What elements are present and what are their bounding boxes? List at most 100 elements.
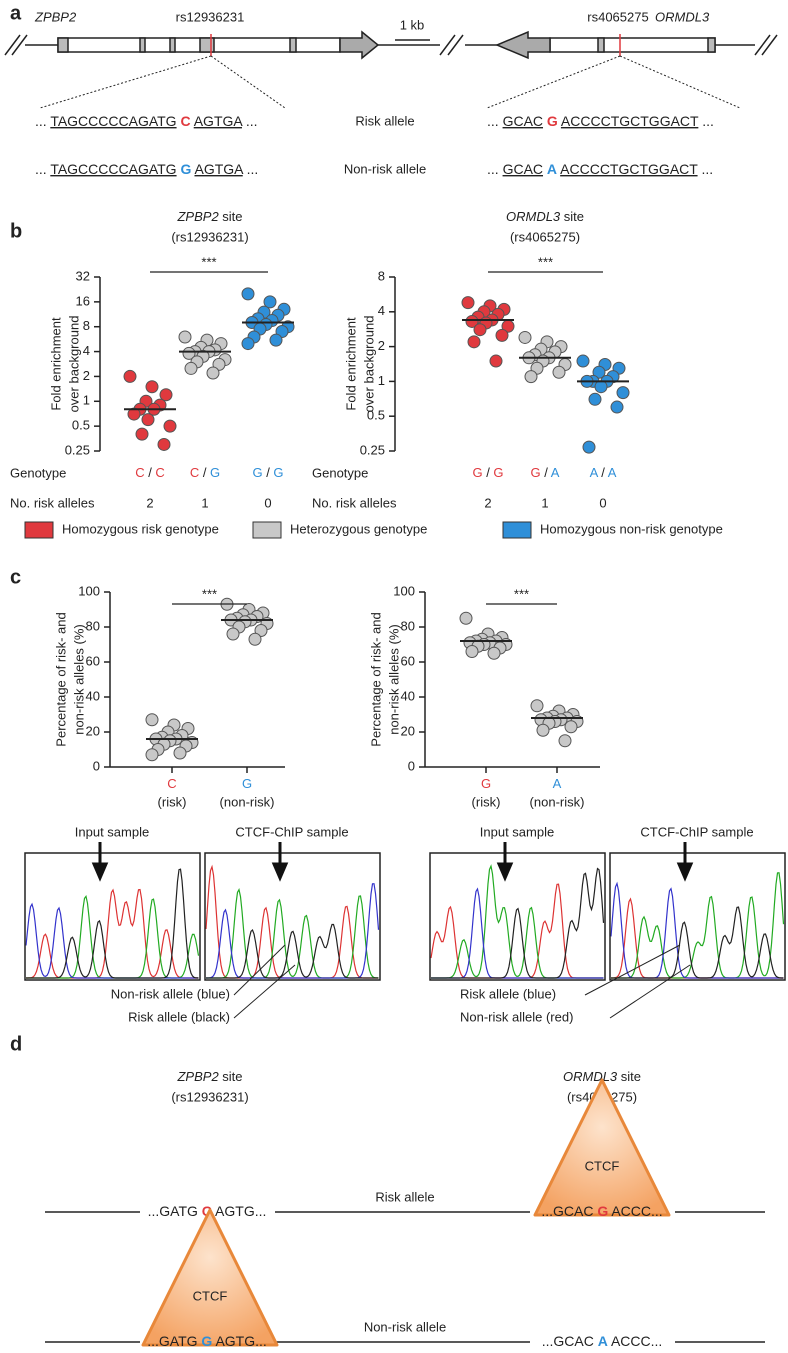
y-tick-label: 2 [83, 368, 90, 383]
sequence-part: ... [487, 161, 499, 177]
sequence-part: ...GCAC [542, 1333, 594, 1349]
gene-name: ORMDL3 [506, 209, 561, 224]
allele: C [202, 1203, 212, 1219]
category-sublabel: (risk) [158, 794, 187, 809]
leader-line [233, 944, 286, 996]
annotation: Risk allele (blue) [460, 986, 556, 1001]
arrow [91, 842, 109, 882]
y-tick-label: 0.25 [65, 442, 90, 457]
data-point [248, 632, 262, 646]
data-point [173, 746, 187, 760]
data-point [157, 437, 171, 451]
leader-line [233, 964, 296, 1019]
sequence: ... TAGCCCCCAGATG C AGTGA ... [35, 113, 258, 129]
row-label: Non-risk allele [344, 161, 426, 176]
data-point [226, 627, 240, 641]
sequence-part: ...GATG [147, 1333, 197, 1349]
y-tick-label: 0.25 [360, 442, 385, 457]
category-label: G [481, 776, 491, 791]
y-tick-label: 2 [378, 338, 385, 353]
title-rest: site [219, 1069, 243, 1084]
risk-allele-count: 2 [146, 495, 153, 510]
y-tick-label: 1 [83, 393, 90, 408]
allele: A [590, 465, 599, 480]
sequence-part: ACCC... [611, 1203, 662, 1219]
chart-title: ZPBP2 site [176, 209, 242, 224]
y-axis-label: over background [66, 316, 81, 413]
category-sublabel: (non-risk) [530, 794, 585, 809]
allele: A [551, 465, 560, 480]
panel-label: a [10, 2, 22, 24]
data-point [163, 419, 177, 433]
data-point [530, 699, 544, 713]
site-title: ORMDL3 site [563, 1069, 641, 1084]
sequence-part: ...GATG [148, 1203, 198, 1219]
allele: C [167, 776, 176, 791]
y-tick-label: 40 [401, 688, 415, 703]
allele: G [531, 465, 541, 480]
data-point [524, 370, 538, 384]
y-tick-label: 20 [86, 723, 100, 738]
panel-label: b [10, 220, 22, 242]
y-tick-label: 80 [401, 618, 415, 633]
significance: *** [514, 586, 529, 601]
category-label: G / A [531, 465, 560, 480]
risk-allele-count: 0 [599, 495, 606, 510]
legend-label: Homozygous non-risk genotype [540, 521, 723, 536]
allele: / [199, 465, 210, 480]
y-tick-label: 32 [76, 268, 90, 283]
sequence-part: AGTGA [194, 113, 244, 129]
data-point [536, 723, 550, 737]
trace [26, 868, 199, 979]
panel-label: c [10, 566, 21, 588]
allele: A [598, 1333, 608, 1349]
y-tick-label: 0 [408, 758, 415, 773]
data-point [582, 440, 596, 454]
allele: A [608, 465, 617, 480]
chart-title: ORMDL3 site [506, 209, 584, 224]
protein-label: CTCF [193, 1288, 228, 1303]
row-label: No. risk alleles [10, 495, 95, 510]
y-tick-label: 100 [393, 583, 415, 598]
sequence-part: TAGCCCCCAGATG [50, 161, 176, 177]
sequence-part: GCAC [503, 161, 543, 177]
gene-name: ORMDL3 [655, 9, 710, 24]
significance: *** [202, 586, 217, 601]
y-tick-label: 8 [83, 318, 90, 333]
sequence: ...GCAC G ACCC... [541, 1203, 662, 1219]
gene-name: ZPBP2 [176, 1069, 219, 1084]
sequence: ...GATG C AGTG... [148, 1203, 267, 1219]
data-point [135, 427, 149, 441]
allele: C [180, 113, 190, 129]
y-tick-label: 0 [93, 758, 100, 773]
data-point [461, 296, 475, 310]
category-label: G [242, 776, 252, 791]
title-rest: site [219, 209, 243, 224]
category-label: C [167, 776, 176, 791]
category-label: G / G [252, 465, 283, 480]
data-point [141, 413, 155, 427]
sequence: ...GCAC A ACCC... [542, 1333, 663, 1349]
risk-allele-count: 1 [541, 495, 548, 510]
row-label: Non-risk allele [364, 1319, 446, 1334]
legend-label: Homozygous risk genotype [62, 521, 219, 536]
ctcf-triangle [533, 1078, 671, 1217]
chart-subtitle: (rs12936231) [171, 229, 248, 244]
risk-allele-count: 0 [264, 495, 271, 510]
allele: A [547, 161, 557, 177]
chromatogram-box [429, 852, 606, 981]
title-rest: site [560, 209, 584, 224]
data-point [206, 366, 220, 380]
row-label: Risk allele [355, 113, 414, 128]
y-axis-label: non-risk alleles (%) [71, 624, 86, 735]
sequence-part: ... [701, 161, 713, 177]
data-point [564, 720, 578, 734]
data-point [473, 323, 487, 337]
gene-name: ORMDL3 [563, 1069, 618, 1084]
data-point [518, 330, 532, 344]
data-point [489, 354, 503, 368]
site-snp: (rs12936231) [171, 1089, 248, 1104]
sequence: ...GATG G AGTG... [147, 1333, 267, 1349]
sequence: ... GCAC A ACCCCTGCTGGACT ... [487, 161, 713, 177]
